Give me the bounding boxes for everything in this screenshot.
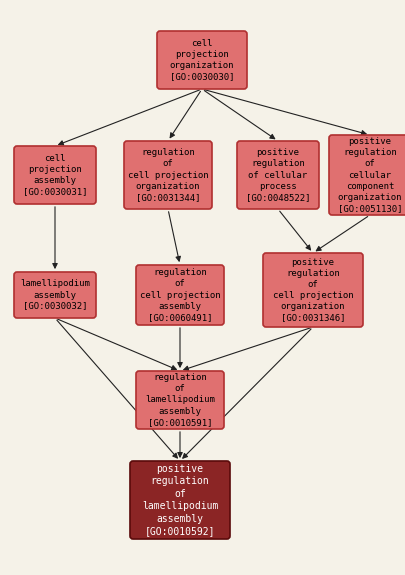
Text: positive
regulation
of
cell projection
organization
[GO:0031346]: positive regulation of cell projection o… (273, 258, 353, 322)
FancyBboxPatch shape (136, 371, 224, 429)
Text: regulation
of
cell projection
organization
[GO:0031344]: regulation of cell projection organizati… (128, 148, 208, 202)
FancyBboxPatch shape (136, 265, 224, 325)
FancyBboxPatch shape (237, 141, 319, 209)
FancyBboxPatch shape (263, 253, 363, 327)
Text: lamellipodium
assembly
[GO:0030032]: lamellipodium assembly [GO:0030032] (20, 279, 90, 310)
FancyBboxPatch shape (130, 461, 230, 539)
Text: cell
projection
assembly
[GO:0030031]: cell projection assembly [GO:0030031] (23, 154, 87, 196)
FancyBboxPatch shape (14, 272, 96, 318)
FancyBboxPatch shape (124, 141, 212, 209)
Text: regulation
of
lamellipodium
assembly
[GO:0010591]: regulation of lamellipodium assembly [GO… (145, 373, 215, 427)
Text: positive
regulation
of
cellular
component
organization
[GO:0051130]: positive regulation of cellular componen… (338, 137, 402, 213)
Text: cell
projection
organization
[GO:0030030]: cell projection organization [GO:0030030… (170, 39, 234, 81)
FancyBboxPatch shape (14, 146, 96, 204)
Text: positive
regulation
of
lamellipodium
assembly
[GO:0010592]: positive regulation of lamellipodium ass… (142, 464, 218, 536)
Text: regulation
of
cell projection
assembly
[GO:0060491]: regulation of cell projection assembly [… (140, 269, 220, 321)
FancyBboxPatch shape (157, 31, 247, 89)
FancyBboxPatch shape (329, 135, 405, 215)
Text: positive
regulation
of cellular
process
[GO:0048522]: positive regulation of cellular process … (246, 148, 310, 202)
